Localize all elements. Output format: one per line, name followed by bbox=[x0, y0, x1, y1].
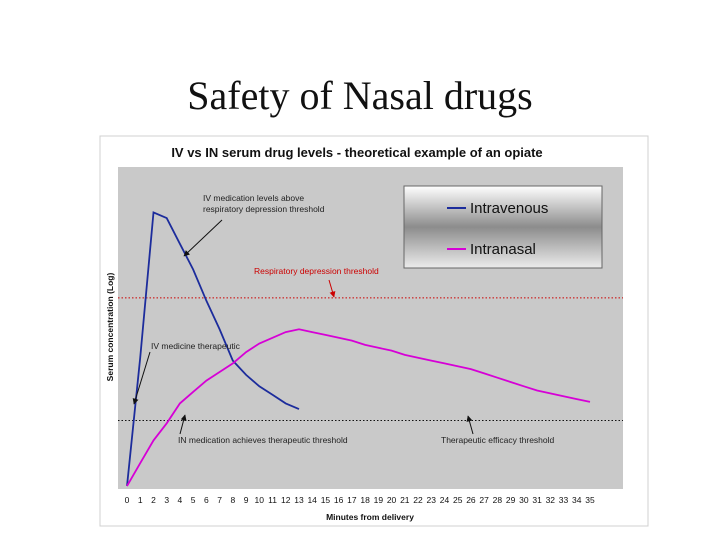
legend-label-intravenous: Intravenous bbox=[470, 200, 548, 217]
x-tick-label: 12 bbox=[281, 495, 291, 505]
x-tick-label: 6 bbox=[204, 495, 209, 505]
annotation-arrow-iv-above bbox=[183, 219, 223, 257]
annotation-in-therapeutic: IN medication achieves therapeutic thres… bbox=[178, 435, 348, 445]
annotation-iv-above-threshold: IV medication levels above respiratory d… bbox=[203, 193, 325, 214]
x-tick-label: 3 bbox=[164, 495, 169, 505]
x-tick-label: 24 bbox=[440, 495, 450, 505]
slide-title: Safety of Nasal drugs bbox=[187, 73, 533, 118]
x-tick-label: 7 bbox=[217, 495, 222, 505]
annotation-arrow-respiratory bbox=[328, 279, 336, 298]
y-axis-label: Serum concentration (Log) bbox=[105, 273, 115, 382]
x-tick-label: 26 bbox=[466, 495, 476, 505]
x-tick-label: 33 bbox=[559, 495, 569, 505]
x-tick-label: 8 bbox=[230, 495, 235, 505]
x-tick-label: 17 bbox=[347, 495, 357, 505]
x-tick-label: 11 bbox=[268, 495, 277, 505]
x-tick-label: 2 bbox=[151, 495, 156, 505]
legend-label-intranasal: Intranasal bbox=[470, 241, 536, 258]
x-tick-label: 21 bbox=[400, 495, 410, 505]
annotation-respiratory-threshold: Respiratory depression threshold bbox=[254, 266, 379, 276]
x-tick-label: 32 bbox=[546, 495, 556, 505]
x-tick-label: 23 bbox=[427, 495, 437, 505]
x-tick-label: 35 bbox=[585, 495, 595, 505]
x-tick-label: 27 bbox=[479, 495, 489, 505]
x-tick-label: 4 bbox=[178, 495, 183, 505]
x-tick-label: 20 bbox=[387, 495, 397, 505]
x-tick-label: 15 bbox=[321, 495, 331, 505]
x-axis-ticks: 0 1 2 3 4 5 6 7 8 9 10 11 12 13 14 15 16 17 18 19 20 21 22 23 24… bbox=[125, 495, 595, 505]
x-tick-label: 0 bbox=[125, 495, 130, 505]
x-tick-label: 29 bbox=[506, 495, 516, 505]
x-axis-label: Minutes from delivery bbox=[326, 512, 414, 522]
x-tick-label: 9 bbox=[244, 495, 249, 505]
x-tick-label: 19 bbox=[374, 495, 384, 505]
x-tick-label: 25 bbox=[453, 495, 463, 505]
x-tick-label: 1 bbox=[138, 495, 143, 505]
x-tick-label: 5 bbox=[191, 495, 196, 505]
annotation-efficacy-threshold: Therapeutic efficacy threshold bbox=[441, 435, 555, 445]
x-tick-label: 28 bbox=[493, 495, 503, 505]
x-tick-label: 16 bbox=[334, 495, 344, 505]
x-tick-label: 14 bbox=[307, 495, 317, 505]
x-tick-label: 13 bbox=[294, 495, 304, 505]
legend-box bbox=[403, 185, 603, 269]
annotation-iv-therapeutic: IV medicine therapeutic bbox=[151, 341, 241, 351]
x-tick-label: 22 bbox=[413, 495, 423, 505]
series-line-intravenous bbox=[126, 211, 300, 487]
annotation-arrow-iv-therapeutic bbox=[132, 351, 151, 405]
annotation-arrow-in-therapeutic bbox=[179, 414, 187, 435]
series-line-intranasal bbox=[126, 328, 591, 487]
chart-title: IV vs IN serum drug levels - theoretical… bbox=[171, 145, 542, 160]
x-tick-label: 30 bbox=[519, 495, 529, 505]
annotation-arrow-efficacy bbox=[466, 415, 474, 435]
x-tick-label: 10 bbox=[255, 495, 265, 505]
legend: Intravenous Intranasal bbox=[403, 185, 603, 269]
x-tick-label: 18 bbox=[360, 495, 370, 505]
x-tick-label: 31 bbox=[532, 495, 542, 505]
x-tick-label: 34 bbox=[572, 495, 582, 505]
